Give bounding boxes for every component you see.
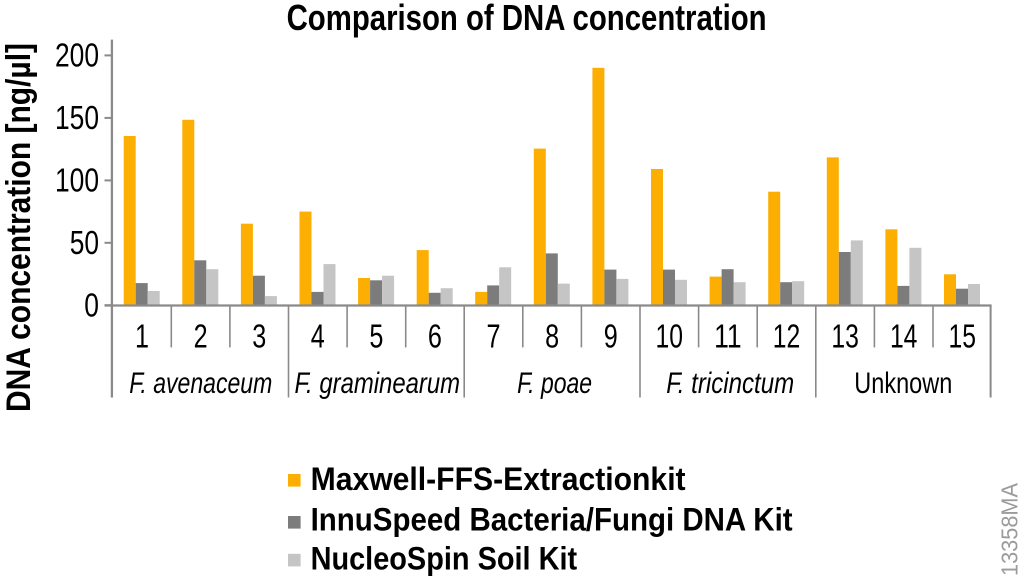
svg-text:4: 4 [311, 318, 325, 355]
svg-text:0: 0 [84, 286, 99, 323]
svg-text:DNA concentration [ng/µl]: DNA concentration [ng/µl] [0, 43, 38, 412]
svg-text:9: 9 [604, 318, 618, 355]
svg-text:11: 11 [714, 318, 742, 355]
svg-text:50: 50 [70, 224, 99, 261]
svg-text:F. avenaceum: F. avenaceum [129, 367, 272, 400]
svg-text:F. tricinctum: F. tricinctum [666, 367, 794, 400]
svg-text:NucleoSpin Soil Kit: NucleoSpin Soil Kit [311, 541, 578, 577]
svg-text:F. poae: F. poae [517, 367, 592, 400]
svg-text:13: 13 [831, 318, 859, 355]
svg-text:F. graminearum: F. graminearum [295, 367, 461, 400]
svg-text:Maxwell-FFS-Extractionkit: Maxwell-FFS-Extractionkit [311, 461, 686, 497]
svg-text:200: 200 [55, 37, 99, 74]
svg-text:13358MA: 13358MA [996, 482, 1022, 576]
svg-text:14: 14 [890, 318, 918, 355]
svg-text:1: 1 [135, 318, 149, 355]
svg-text:Unknown: Unknown [854, 367, 952, 400]
svg-text:100: 100 [55, 162, 99, 199]
svg-text:InnuSpeed Bacteria/Fungi DNA K: InnuSpeed Bacteria/Fungi DNA Kit [311, 502, 793, 538]
svg-text:12: 12 [773, 318, 801, 355]
svg-text:10: 10 [656, 318, 684, 355]
svg-text:5: 5 [369, 318, 383, 355]
svg-text:2: 2 [194, 318, 208, 355]
svg-text:8: 8 [545, 318, 559, 355]
svg-text:Comparison of DNA concentratio: Comparison of DNA concentration [287, 0, 767, 38]
svg-text:15: 15 [949, 318, 977, 355]
svg-text:7: 7 [487, 318, 501, 355]
svg-text:6: 6 [428, 318, 442, 355]
svg-text:150: 150 [55, 99, 99, 136]
svg-text:3: 3 [252, 318, 266, 355]
